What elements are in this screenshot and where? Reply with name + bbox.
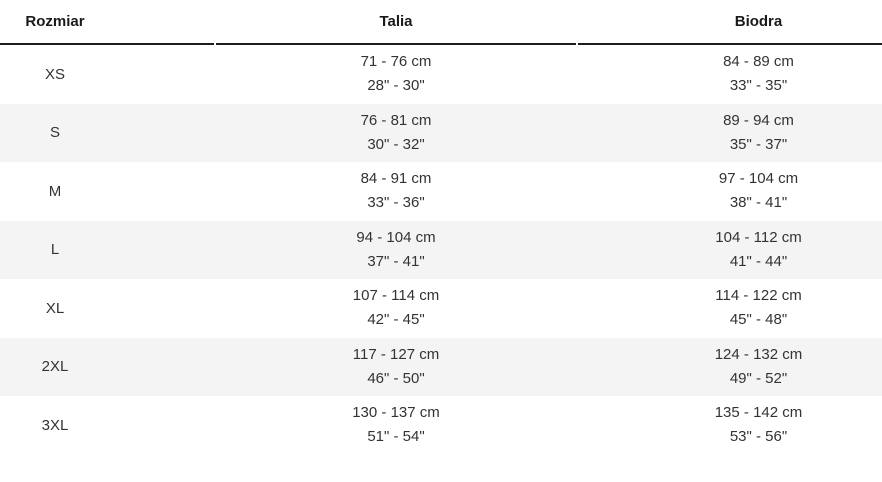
hips-cell: 104 - 112 cm 41" - 44" [577, 220, 882, 279]
table-row: XS 71 - 76 cm 28" - 30" 84 - 89 cm 33" -… [0, 45, 882, 104]
waist-inches-value: 33" - 36" [367, 194, 425, 212]
hips-cm-value: 104 - 112 cm [715, 228, 802, 246]
hips-inches-value: 45" - 48" [729, 311, 788, 329]
waist-cm-value: 94 - 104 cm [356, 228, 436, 246]
hips-inches-value: 35" - 37" [729, 135, 788, 153]
size-table-body: XS 71 - 76 cm 28" - 30" 84 - 89 cm 33" -… [0, 45, 882, 455]
table-row: S 76 - 81 cm 30" - 32" 89 - 94 cm 35" - … [0, 103, 882, 162]
hips-inches-value: 53" - 56" [729, 428, 788, 446]
waist-cm-value: 76 - 81 cm [360, 111, 432, 129]
waist-inches-value: 46" - 50" [367, 369, 425, 387]
hips-inches-value: 38" - 41" [729, 194, 788, 212]
table-row: L 94 - 104 cm 37" - 41" 104 - 112 cm 41"… [0, 220, 882, 279]
waist-cm-value: 84 - 91 cm [360, 170, 432, 188]
waist-inches-value: 30" - 32" [367, 135, 425, 153]
hips-cm-value: 124 - 132 cm [714, 345, 803, 363]
waist-cell: 71 - 76 cm 28" - 30" [215, 45, 577, 104]
waist-cell: 84 - 91 cm 33" - 36" [215, 162, 577, 221]
waist-inches-value: 37" - 41" [367, 252, 425, 270]
size-cell: M [48, 182, 62, 200]
waist-inches-value: 28" - 30" [367, 77, 425, 95]
waist-cell: 76 - 81 cm 30" - 32" [215, 103, 577, 162]
hips-inches-value: 33" - 35" [729, 77, 788, 95]
waist-cell: 117 - 127 cm 46" - 50" [215, 337, 577, 396]
size-cell: L [0, 220, 215, 279]
table-row: XL 107 - 114 cm 42" - 45" 114 - 122 cm 4… [0, 279, 882, 338]
waist-cell: 94 - 104 cm 37" - 41" [215, 220, 577, 279]
hips-inches-value: 49" - 52" [729, 369, 788, 387]
hips-cell: 135 - 142 cm 53" - 56" [577, 396, 882, 455]
size-cell: 2XL [0, 337, 215, 396]
table-row: 2XL 117 - 127 cm 46" - 50" 124 - 132 cm … [0, 337, 882, 396]
column-header-hips: Biodra [577, 0, 882, 45]
waist-cm-value: 71 - 76 cm [360, 53, 432, 71]
size-cell: XL [45, 299, 65, 317]
column-header-size: Rozmiar [0, 0, 216, 45]
waist-cm-value: 130 - 137 cm [352, 404, 440, 422]
table-header-row: Rozmiar Talia Biodra [0, 0, 882, 45]
size-cell: XS [44, 65, 65, 83]
table-row: 3XL 130 - 137 cm 51" - 54" 135 - 142 cm … [0, 396, 882, 455]
waist-cell: 107 - 114 cm 42" - 45" [215, 279, 577, 338]
hips-cm-value: 84 - 89 cm [723, 53, 794, 71]
hips-inches-value: 41" - 44" [729, 252, 788, 270]
hips-cell: 84 - 89 cm 33" - 35" [577, 45, 882, 104]
hips-cm-value: 89 - 94 cm [723, 111, 794, 129]
column-header-waist: Talia [215, 0, 578, 45]
hips-cell: 97 - 104 cm 38" - 41" [577, 162, 882, 221]
hips-cm-value: 97 - 104 cm [718, 170, 799, 188]
size-cell: 3XL [41, 416, 69, 434]
table-row: M 84 - 91 cm 33" - 36" 97 - 104 cm 38" -… [0, 162, 882, 221]
waist-cm-value: 117 - 127 cm [352, 345, 440, 363]
waist-cell: 130 - 137 cm 51" - 54" [215, 396, 577, 455]
size-cell: S [0, 103, 215, 162]
hips-cell: 124 - 132 cm 49" - 52" [577, 337, 882, 396]
size-chart-table: Rozmiar Talia Biodra XS 71 - 76 cm 28" -… [0, 0, 882, 455]
waist-inches-value: 51" - 54" [367, 428, 425, 446]
hips-cm-value: 135 - 142 cm [714, 404, 803, 422]
hips-cell: 89 - 94 cm 35" - 37" [577, 103, 882, 162]
hips-cell: 114 - 122 cm 45" - 48" [577, 279, 882, 338]
waist-cm-value: 107 - 114 cm [352, 287, 440, 305]
waist-inches-value: 42" - 45" [367, 311, 425, 329]
hips-cm-value: 114 - 122 cm [715, 287, 802, 305]
